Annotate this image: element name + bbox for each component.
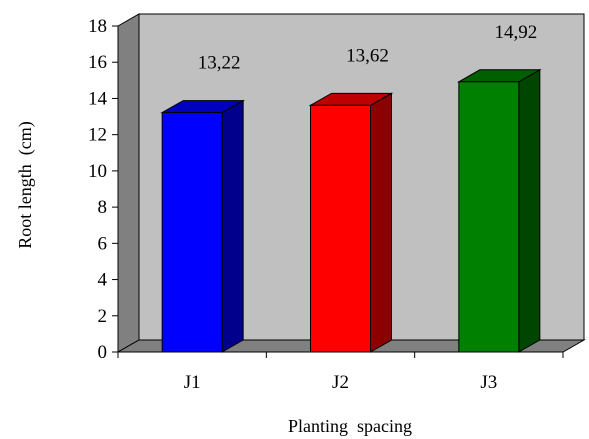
side-wall [117,13,140,353]
y-tick-label: 4 [98,270,108,291]
data-label: 13,22 [198,53,241,74]
y-tick-label: 2 [98,306,108,327]
y-tick-label: 10 [88,161,107,182]
x-axis-title: Planting spacing [288,416,412,436]
bar-J2 [310,104,371,353]
y-tick-label: 14 [88,88,108,109]
y-axis-title: Root length (cm) [15,121,36,248]
y-tick-label: 0 [98,342,108,363]
data-label: 14,92 [494,22,537,43]
y-tick-label: 12 [88,125,107,146]
bar-J1 [161,112,223,353]
y-tick-label: 6 [98,233,108,254]
y-tick-label: 18 [88,16,107,37]
data-label: 13,62 [346,45,389,66]
chart-bars [160,68,542,353]
y-tick-label: 16 [88,52,107,73]
bar-side-J2 [370,92,392,353]
y-tick-label: 8 [98,197,108,218]
bar-side-J3 [518,68,541,353]
x-tick-label: J2 [332,372,349,393]
x-tick-label: J3 [480,372,497,393]
chart-labels: J1 13,22 J2 13,62 J3 14,92 [184,22,537,393]
bar-J3 [458,81,520,353]
bar-side-J1 [221,99,244,353]
x-tick-label: J1 [184,372,201,393]
